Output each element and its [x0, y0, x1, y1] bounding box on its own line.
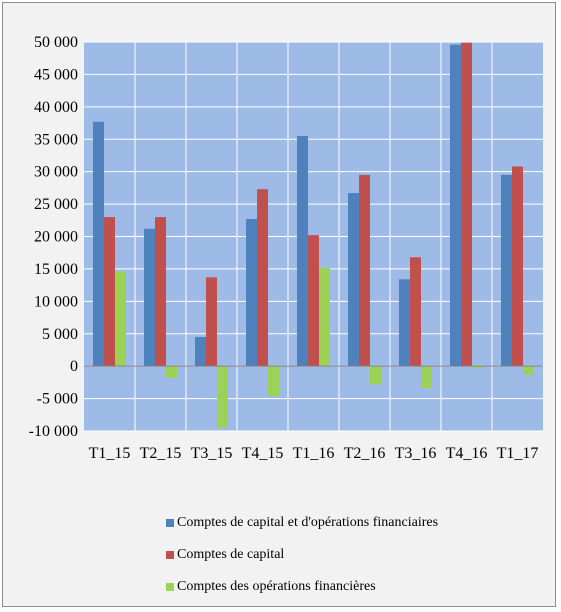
y-tick-label: 5 000 [42, 326, 78, 343]
bar-1 [399, 279, 410, 367]
y-tick-label: 10 000 [34, 293, 78, 310]
bar-1 [93, 121, 104, 367]
legend-label: Comptes des opérations financières [177, 579, 376, 594]
y-tick-label: 15 000 [34, 261, 78, 278]
bar-3 [115, 271, 126, 367]
y-tick-label: 40 000 [34, 99, 78, 116]
x-tick-label: T2_16 [344, 445, 386, 462]
bar-1 [297, 136, 308, 367]
bar-3 [217, 366, 228, 428]
legend-item: Comptes de capital et d'opérations finan… [166, 507, 438, 539]
y-tick-label: 30 000 [34, 164, 78, 181]
bar-3 [268, 366, 279, 396]
x-tick-label: T3_15 [191, 445, 233, 462]
bar-3 [370, 366, 381, 385]
y-tick-label: 25 000 [34, 196, 78, 213]
bar-3 [472, 366, 483, 369]
bar-2 [206, 277, 217, 367]
bar-2 [155, 217, 166, 367]
y-tick-label: 45 000 [34, 66, 78, 83]
chart-frame: 50 000 45 000 40 000 35 000 30 000 25 000 20 0… [2, 2, 556, 607]
legend-label: Comptes de capital et d'opérations finan… [177, 515, 439, 530]
bar-2 [308, 235, 319, 367]
x-tick-label: T4_15 [242, 445, 284, 462]
y-tick-label: 0 [70, 358, 78, 375]
y-tick-label: -10 000 [29, 423, 78, 440]
x-tick-label: T4_16 [446, 445, 488, 462]
legend-swatch [166, 519, 174, 527]
bar-3 [421, 366, 432, 389]
x-tick-label: T3_16 [395, 445, 437, 462]
y-tick-label: -5 000 [37, 391, 78, 408]
bar-1 [348, 193, 359, 367]
bar-1 [144, 228, 155, 367]
x-tick-label: T1_15 [89, 445, 131, 462]
bar-2 [410, 257, 421, 367]
bar-1 [246, 218, 257, 367]
legend-item: Comptes des opérations financières [166, 571, 438, 603]
bar-2 [104, 217, 115, 367]
y-tick-label: 20 000 [34, 229, 78, 246]
legend-item: Comptes de capital [166, 539, 438, 571]
bar-3 [523, 366, 534, 375]
bar-2 [257, 189, 268, 367]
bar-2 [512, 166, 523, 367]
legend-label: Comptes de capital [177, 547, 285, 562]
x-tick-label: T2_15 [140, 445, 182, 462]
y-tick-label: 50 000 [34, 34, 78, 51]
bar-2 [359, 174, 370, 367]
bar-1 [450, 44, 461, 367]
bar-3 [166, 366, 177, 378]
bar-chart: 50 000 45 000 40 000 35 000 30 000 25 000 20 0… [29, 34, 543, 462]
legend-swatch [166, 551, 174, 559]
legend: Comptes de capital et d'opérations finan… [166, 507, 438, 603]
x-tick-label: T1_17 [497, 445, 539, 462]
y-tick-label: 35 000 [34, 131, 78, 148]
bar-3 [319, 267, 330, 367]
bar-2 [461, 42, 472, 367]
x-tick-label: T1_16 [293, 445, 335, 462]
bar-1 [501, 174, 512, 367]
legend-swatch [166, 583, 174, 591]
bar-1 [195, 336, 206, 367]
